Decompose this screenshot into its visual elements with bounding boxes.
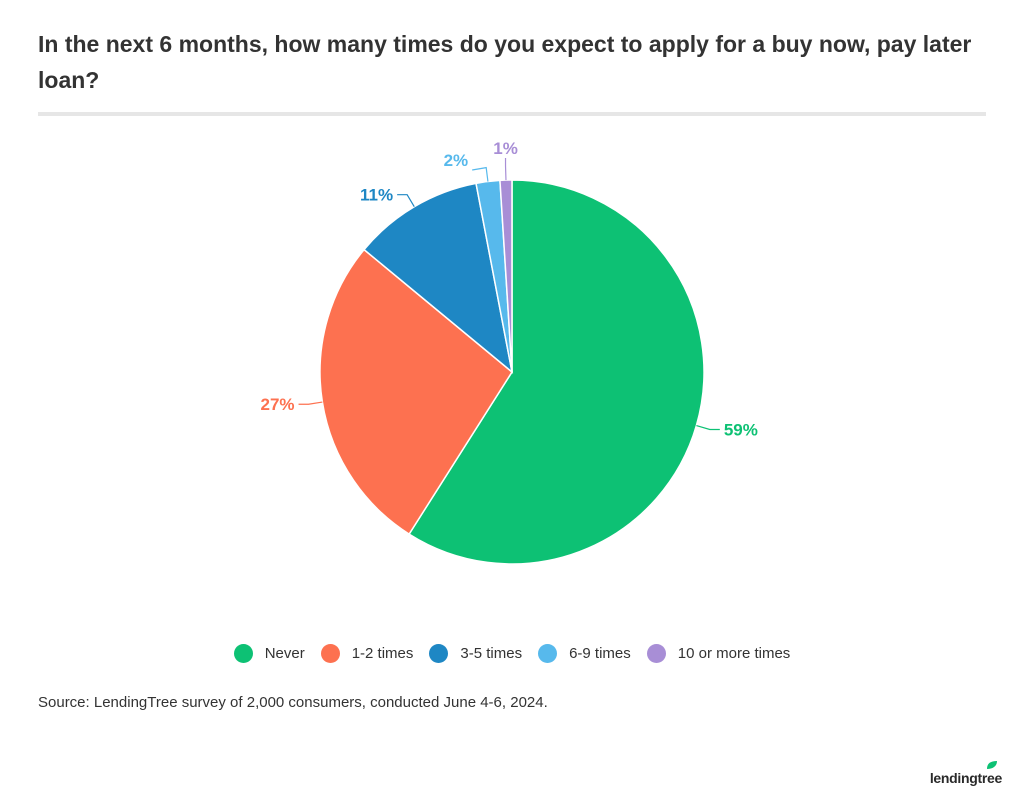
legend-swatch xyxy=(646,644,666,663)
legend-swatch xyxy=(233,644,253,663)
pie-slice-10-or-more-times xyxy=(499,179,513,373)
pie-slice-1-2-times xyxy=(319,248,513,536)
legend-item-never: Never xyxy=(233,644,305,663)
legend-item-1-2-times: 1-2 times xyxy=(320,644,414,663)
legend-label: 3-5 times xyxy=(460,645,523,662)
data-label: 2% xyxy=(444,151,469,170)
legend-label: 6-9 times xyxy=(569,645,631,662)
chart-title: In the next 6 months, how many times do … xyxy=(38,31,972,93)
legend-label: Never xyxy=(264,645,305,662)
data-label: 1% xyxy=(493,139,518,158)
data-label: 59% xyxy=(724,420,758,439)
leaf-icon xyxy=(987,761,997,769)
title-divider xyxy=(38,112,986,116)
pie-chart: 59% 27% 11% 2% 1% xyxy=(261,139,758,565)
legend-label: 10 or more times xyxy=(677,645,791,662)
data-label: 11% xyxy=(360,186,393,205)
leader-line xyxy=(397,194,415,208)
leader-line xyxy=(472,166,489,182)
source-note: Source: LendingTree survey of 2,000 cons… xyxy=(38,694,548,711)
pie-slice-never xyxy=(408,179,705,565)
legend-label: 1-2 times xyxy=(351,645,414,662)
legend-swatch xyxy=(320,644,340,663)
legend-item-6-9-times: 6-9 times xyxy=(538,644,631,663)
legend-item-10-or-more-times: 10 or more times xyxy=(646,644,791,663)
brand-logo: lendingtree xyxy=(929,770,1002,786)
chart-legend: Never 1-2 times 3-5 times 6-9 times 10 o… xyxy=(0,644,1024,663)
data-label: 27% xyxy=(261,395,295,414)
leader-line xyxy=(298,401,323,405)
legend-swatch xyxy=(538,644,558,663)
legend-swatch xyxy=(429,644,449,663)
leader-line xyxy=(696,424,720,431)
pie-slice-3-5-times xyxy=(363,182,514,374)
legend-item-3-5-times: 3-5 times xyxy=(429,644,522,663)
